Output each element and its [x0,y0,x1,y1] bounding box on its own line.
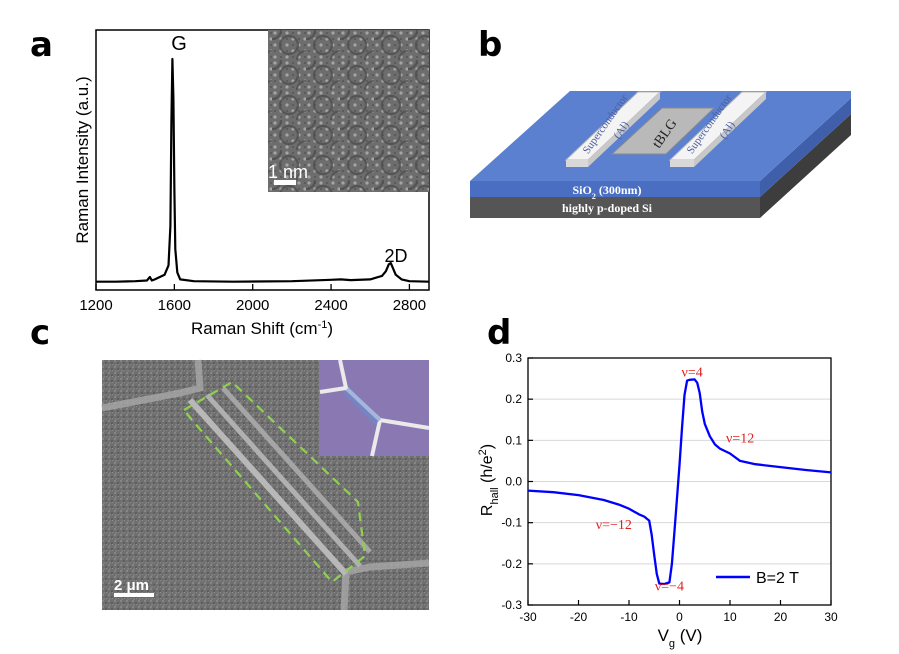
panel-a-x-tick-label: 1200 [79,297,112,314]
panel-d-annotation: ν=−4 [655,580,684,595]
panel-d-annotation: ν=4 [682,366,703,381]
panel-b-oxide-label: SiO2 (300nm) [572,183,641,201]
panel-a-x-tick-label: 2800 [393,297,426,314]
panel-d-legend: B=2 T [716,570,799,587]
panel-d-x-tick-label: 30 [824,610,838,624]
panel-c-sem-image: 2 μm [101,359,430,611]
panel-c-lower-lead [340,559,430,611]
panel-b-substrate-front [470,197,760,218]
panel-b-right-contact [668,91,768,167]
panel-d-y-tick-label: 0.3 [505,351,522,365]
panel-b-tblg-flake [610,107,716,155]
panel-d-series-line [527,378,832,586]
panel-c-optical-inset [319,359,430,457]
panel-b-substrate-side [760,114,851,218]
panel-label-a: a [30,25,53,65]
panel-d-x-tick-label: -10 [620,610,638,624]
panel-a-peak-label-g: G [171,33,187,55]
panel-d-y-tick-label: 0.1 [505,433,522,447]
panel-d-x-tick-label: -20 [570,610,588,624]
panel-d-y-tick-label: -0.3 [501,598,522,612]
panel-d-x-axis-label: Vg (V) [658,626,703,650]
panel-a-spectrum-line [96,57,430,283]
panel-a-raman-chart: 1200 1600 2000 2400 2800 G 2D Raman Shift (c… [73,29,430,338]
panel-c-device-strip-2 [205,393,362,568]
panel-b-device-schematic: Superconductor (Al) Superconductor (Al) … [470,91,851,218]
panel-a-peak-label-2d: 2D [384,246,407,266]
panel-d-x-tick-label: 0 [676,610,683,624]
panel-a-tem-inset: 1 nm [268,30,429,192]
panel-d-annotation: ν=−12 [596,518,632,533]
panel-c-scale-text: 2 μm [114,577,149,594]
panel-a-y-axis-label: Raman Intensity (a.u.) [73,76,92,243]
panel-b-oxide-side [760,98,851,197]
panel-d-hall-chart: -0.3 -0.2 -0.1 0.0 0.1 0.2 0.3 -30 -20 -10 0 10 20 30… [477,351,838,650]
panel-b-left-contact [564,91,662,167]
panel-b-substrate-label: highly p-doped Si [562,201,653,215]
panel-label-c: c [30,313,51,353]
panel-a-inset-scale-bar [274,180,296,185]
panel-d-y-tick-label: 0.0 [505,475,522,489]
panel-d-x-tick-label: 20 [774,610,788,624]
panel-d-y-tick-label: 0.2 [505,392,522,406]
panel-d-x-tick-label: -30 [519,610,537,624]
panel-d-y-tick-label: -0.1 [501,516,522,530]
panel-a-inset-scale-text: 1 nm [268,162,308,182]
panel-label-b: b [478,25,503,65]
panel-d-y-axis-label: Rhall (h/e2) [477,444,501,516]
panel-c-device-strip-3 [221,386,372,554]
panel-a-x-axis-label: Raman Shift (cm-1) [191,319,333,338]
panel-c-scale-bar [114,593,154,597]
panel-a-x-tick-label: 2000 [236,297,269,314]
panel-d-annotation: ν=12 [726,431,754,446]
panel-c-dashed-outline [182,380,367,584]
panel-a-x-tick-label: 2400 [314,297,347,314]
panel-a-x-tick-label: 1600 [158,297,191,314]
panel-b-oxide-front [470,181,760,197]
panel-d-x-tick-label: 10 [723,610,737,624]
panel-c-device-strip-1 [187,397,349,577]
panel-d-y-tick-label: -0.2 [501,557,522,571]
panel-label-d: d [487,313,512,353]
panel-d-legend-label: B=2 T [756,570,799,587]
panel-c-upper-lead [101,359,204,412]
